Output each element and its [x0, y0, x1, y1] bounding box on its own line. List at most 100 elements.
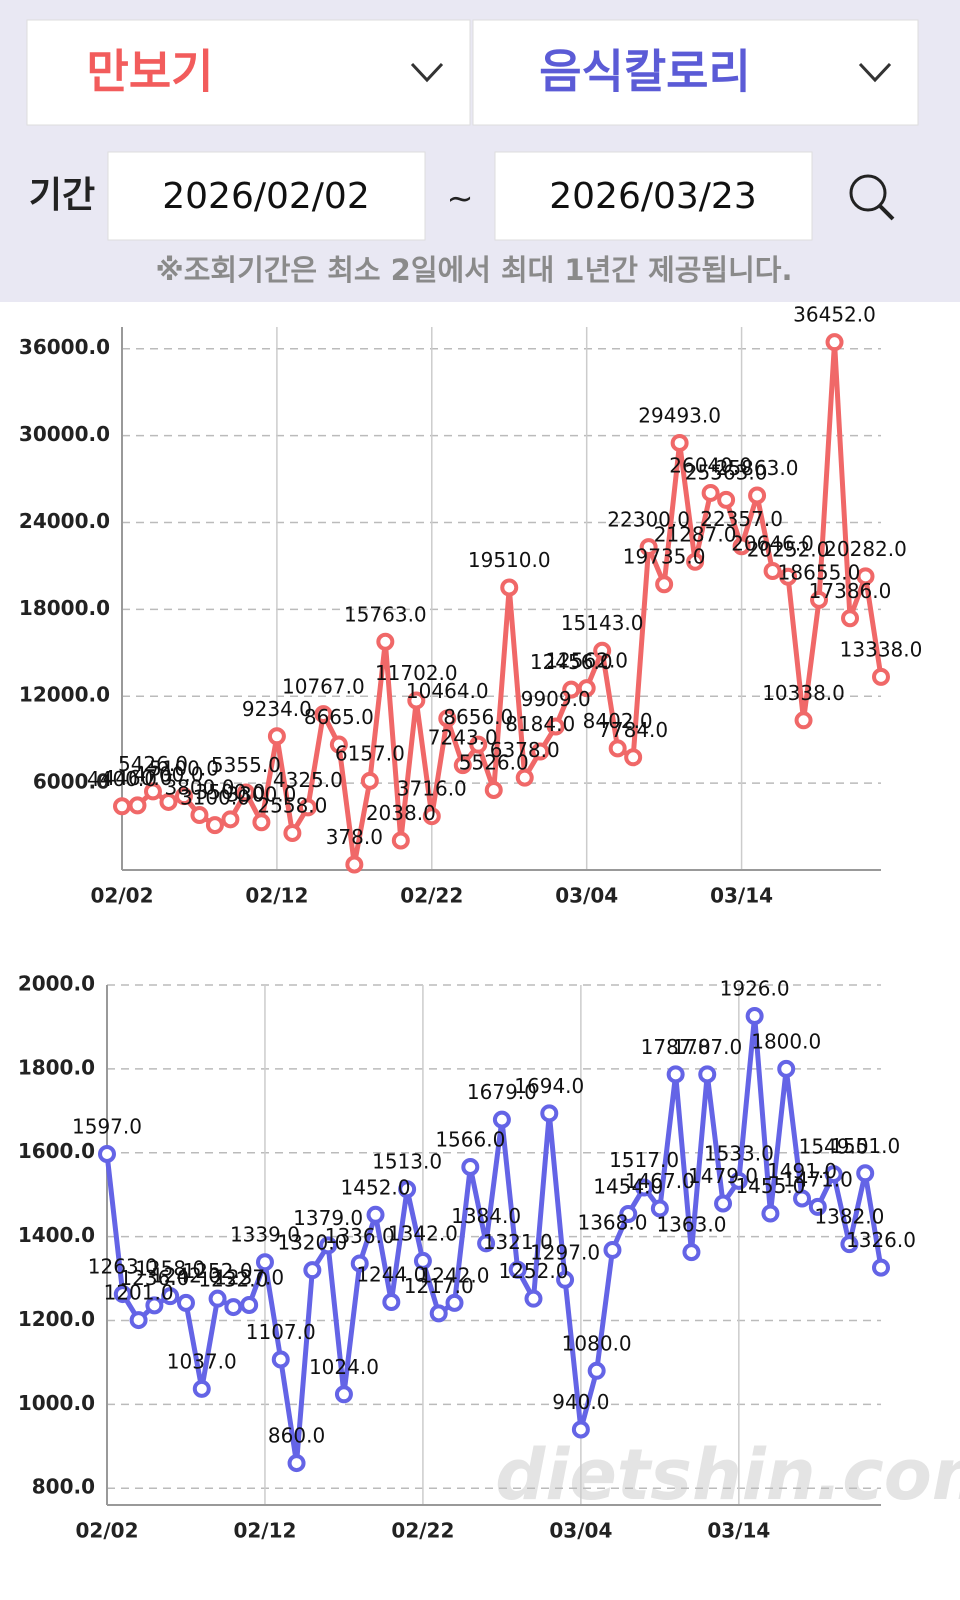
point — [438, 709, 457, 728]
y-tick-label: 1400.0 — [18, 1223, 95, 1247]
data-label: 1382.0 — [814, 1205, 884, 1229]
point — [763, 562, 782, 581]
data-label: 1263.0 — [88, 1255, 158, 1279]
point — [376, 632, 395, 651]
note: ※조회기간은 최소 2일에서 최대 1년간 제공됩니다. — [156, 253, 793, 287]
data-label: 11702.0 — [375, 661, 458, 685]
y-tick-label: 30000.0 — [19, 422, 110, 446]
point — [745, 1007, 764, 1026]
point — [872, 1258, 890, 1277]
data-label: 20252.0 — [747, 537, 830, 561]
point — [271, 1350, 290, 1369]
point — [283, 823, 302, 842]
data-label: 29493.0 — [638, 403, 721, 427]
point — [161, 1287, 180, 1306]
data-label: 940.0 — [552, 1390, 609, 1414]
point — [808, 1197, 827, 1216]
x-tick-label: 03/14 — [710, 884, 773, 908]
point — [717, 490, 736, 509]
point — [655, 575, 674, 594]
data-label: 1320.0 — [277, 1231, 347, 1255]
data-label: 4700.0 — [133, 762, 203, 786]
point — [366, 1205, 385, 1224]
search-icon — [849, 174, 887, 212]
data-label: 1080.0 — [562, 1331, 632, 1355]
point — [619, 1204, 638, 1223]
y-tick-label: 800.0 — [32, 1475, 95, 1499]
data-label: 1024.0 — [309, 1355, 379, 1379]
y-tick-label: 2000.0 — [18, 972, 95, 996]
point — [492, 1110, 511, 1129]
point — [531, 742, 550, 761]
data-label: 18655.0 — [778, 560, 861, 584]
point — [856, 1164, 875, 1183]
data-label: 15763.0 — [344, 602, 427, 626]
period-label: 기간 — [29, 175, 95, 216]
point — [856, 567, 875, 586]
data-label: 1326.0 — [846, 1228, 916, 1252]
data-label: 1549.0 — [799, 1135, 869, 1159]
data-label: 10767.0 — [282, 675, 365, 699]
point — [794, 711, 813, 730]
point — [190, 805, 209, 824]
y-tick-label: 36000.0 — [19, 335, 110, 359]
point — [413, 1251, 432, 1270]
data-label: 1321.0 — [483, 1230, 553, 1254]
point — [469, 735, 488, 754]
data-label: 1471.0 — [783, 1167, 853, 1191]
dropdown[interactable] — [472, 19, 919, 126]
point — [682, 1243, 701, 1262]
x-tick-label: 03/04 — [555, 884, 618, 908]
point — [714, 1194, 733, 1213]
data-label: 10338.0 — [762, 681, 845, 705]
data-label: 1342.0 — [388, 1221, 458, 1245]
data-label: 1513.0 — [372, 1150, 442, 1174]
point — [407, 691, 426, 710]
search-button[interactable] — [849, 174, 895, 221]
x-tick-label: 02/02 — [91, 884, 154, 908]
data-label: 13338.0 — [840, 637, 923, 661]
separator: ~ — [447, 179, 474, 217]
point — [298, 798, 317, 817]
y-tick-label: 1000.0 — [18, 1391, 95, 1415]
data-label: 8184.0 — [505, 712, 575, 736]
point — [571, 1420, 590, 1439]
data-label: 1379.0 — [293, 1206, 363, 1230]
data-label: 1479.0 — [688, 1164, 758, 1188]
data-label: 8402.0 — [583, 709, 653, 733]
point — [255, 1253, 274, 1272]
data-label: 1566.0 — [435, 1128, 505, 1152]
data-label: 1467.0 — [625, 1169, 695, 1193]
x-tick-label: 03/14 — [707, 1519, 770, 1543]
data-label: 3100.0 — [180, 786, 250, 810]
data-label: 1297.0 — [530, 1240, 600, 1264]
date-text: 2026/03/23 — [549, 176, 757, 217]
data-label: 15143.0 — [561, 611, 644, 635]
point — [515, 768, 534, 787]
data-label: 378.0 — [326, 825, 383, 849]
data-label: 9234.0 — [242, 697, 312, 721]
data-label: 4325.0 — [273, 768, 343, 792]
point — [287, 1454, 306, 1473]
x-tick-label: 02/22 — [400, 884, 463, 908]
point — [793, 1189, 812, 1208]
point — [666, 1065, 685, 1084]
data-label: 17386.0 — [809, 579, 892, 603]
point — [221, 810, 240, 829]
point — [461, 1158, 480, 1176]
data-label: 6157.0 — [335, 741, 405, 765]
data-label: 1800.0 — [751, 1029, 821, 1053]
date-field[interactable] — [107, 151, 426, 241]
date-field[interactable] — [494, 151, 813, 241]
point — [729, 1171, 748, 1190]
point — [303, 1261, 322, 1280]
point — [639, 538, 658, 557]
point — [508, 1260, 527, 1279]
data-label: 2558.0 — [257, 793, 327, 817]
data-label: 1336.0 — [325, 1224, 395, 1248]
dropdown[interactable] — [26, 19, 471, 126]
point — [113, 797, 131, 816]
data-label: 25863.0 — [716, 456, 799, 480]
